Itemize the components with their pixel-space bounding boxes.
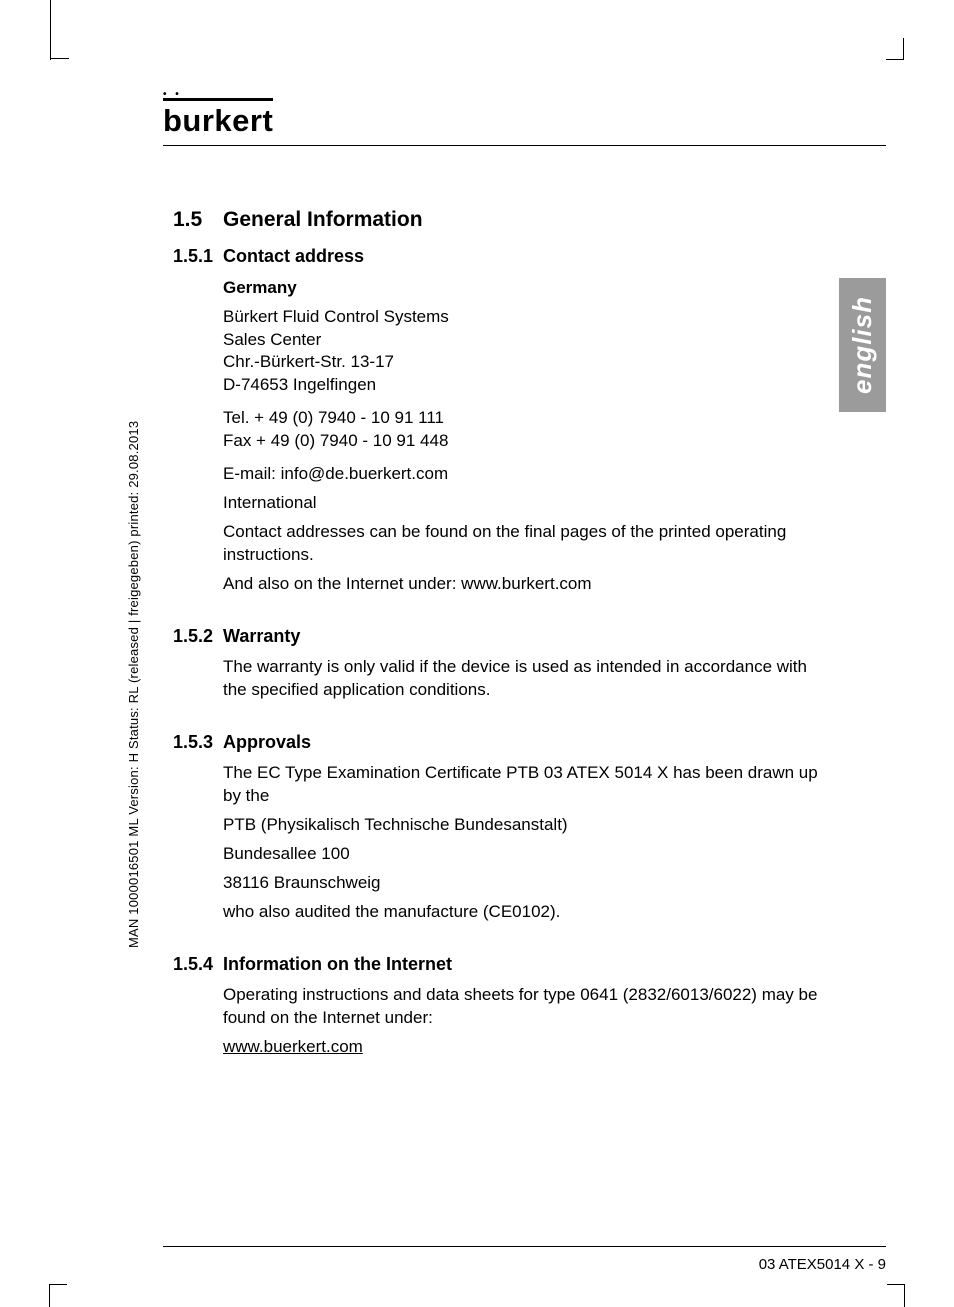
sub2-body: The warranty is only valid if the device… — [173, 656, 826, 702]
sub1-title: Contact address — [223, 246, 364, 266]
contact-address-block: Bürkert Fluid Control Systems Sales Cent… — [223, 306, 826, 398]
warranty-text: The warranty is only valid if the device… — [223, 656, 826, 702]
brand-logo: • • burkert — [163, 98, 273, 139]
section-num: 1.5 — [173, 206, 223, 234]
crop-mark-br-v — [904, 1285, 905, 1307]
sub4-title: Information on the Internet — [223, 954, 452, 974]
addr-line3: Chr.-Bürkert-Str. 13-17 — [223, 351, 826, 374]
approvals-p1: The EC Type Examination Certificate PTB … — [223, 762, 826, 808]
sub2-num: 1.5.2 — [173, 624, 223, 648]
approvals-p5: who also audited the manufacture (CE0102… — [223, 901, 826, 924]
intl-label: International — [223, 492, 826, 515]
section-heading: 1.5General Information — [173, 206, 826, 234]
side-meta-text: MAN 1000016501 ML Version: H Status: RL … — [126, 328, 141, 948]
footer-rule — [163, 1246, 886, 1247]
addr-line2: Sales Center — [223, 329, 826, 352]
sub3-title: Approvals — [223, 732, 311, 752]
sub1-num: 1.5.1 — [173, 244, 223, 268]
logo-wrap: • • burkert — [68, 60, 886, 139]
approvals-p2: PTB (Physikalisch Technische Bundesansta… — [223, 814, 826, 837]
crop-mark-bl-h — [49, 1284, 67, 1285]
sub4-body: Operating instructions and data sheets f… — [173, 984, 826, 1059]
crop-mark-tr — [903, 38, 904, 60]
sub4-num: 1.5.4 — [173, 952, 223, 976]
sub3-num: 1.5.3 — [173, 730, 223, 754]
internet-info-link: www.buerkert.com — [223, 1036, 826, 1059]
logo-dots: • • — [163, 89, 182, 100]
footer-page-label: 03 ATEX5014 X - 9 — [759, 1256, 886, 1273]
sub3-body: The EC Type Examination Certificate PTB … — [173, 762, 826, 924]
sub4-heading: 1.5.4Information on the Internet — [173, 952, 826, 976]
language-tab: english — [839, 278, 886, 412]
logo-text: burkert — [163, 103, 273, 138]
sub1-heading: 1.5.1Contact address — [173, 244, 826, 268]
sub2-heading: 1.5.2Warranty — [173, 624, 826, 648]
intl-text: Contact addresses can be found on the fi… — [223, 521, 826, 567]
crop-mark-tl — [50, 0, 51, 60]
crop-mark-br-h — [887, 1284, 905, 1285]
email-line: E-mail: info@de.buerkert.com — [223, 463, 826, 486]
internet-info-p1: Operating instructions and data sheets f… — [223, 984, 826, 1030]
contact-phone-block: Tel. + 49 (0) 7940 - 10 91 111 Fax + 49 … — [223, 407, 826, 453]
addr-line4: D-74653 Ingelfingen — [223, 374, 826, 397]
contact-country: Germany — [223, 277, 826, 300]
crop-mark-bl-v — [49, 1285, 50, 1307]
fax-line: Fax + 49 (0) 7940 - 10 91 448 — [223, 430, 826, 453]
sub3-heading: 1.5.3Approvals — [173, 730, 826, 754]
page-container: • • burkert MAN 1000016501 ML Version: H… — [68, 60, 886, 1257]
section-title: General Information — [223, 208, 423, 231]
tel-line: Tel. + 49 (0) 7940 - 10 91 111 — [223, 407, 826, 430]
sub2-title: Warranty — [223, 626, 300, 646]
internet-text: And also on the Internet under: www.burk… — [223, 573, 826, 596]
addr-line1: Bürkert Fluid Control Systems — [223, 306, 826, 329]
sub1-body: Germany Bürkert Fluid Control Systems Sa… — [173, 277, 826, 596]
approvals-p3: Bundesallee 100 — [223, 843, 826, 866]
content-area: 1.5General Information 1.5.1Contact addr… — [68, 146, 886, 1059]
approvals-p4: 38116 Braunschweig — [223, 872, 826, 895]
